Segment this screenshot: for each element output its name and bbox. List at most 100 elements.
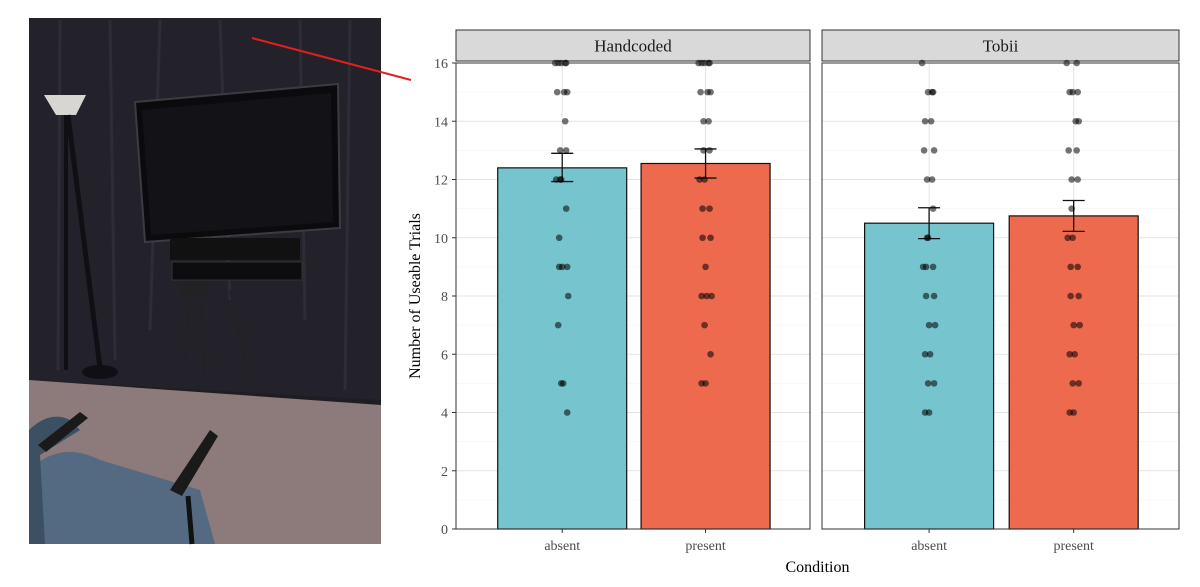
data-point [557,380,565,387]
data-point [561,117,569,125]
data-point [1071,350,1078,358]
data-point [1068,176,1075,183]
facet-label: Handcoded [594,37,672,56]
data-point [924,88,932,96]
x-tick-label: present [685,539,726,554]
data-point [924,380,932,387]
data-point [707,350,714,358]
data-point [706,147,713,154]
x-tick-label: present [1053,539,1094,554]
data-point [556,147,564,154]
data-point [697,88,704,96]
data-point [1074,88,1081,96]
data-point [920,147,928,154]
data-point [1075,117,1082,125]
data-point [1074,176,1081,183]
bar-chart: Handcoded absent present Tobii absent present… [407,29,1180,576]
data-point [705,117,712,125]
data-point [1067,263,1074,271]
data-point [699,205,706,212]
data-point [930,380,938,387]
facet-strip [455,29,811,62]
data-point [564,292,572,300]
y-tick-label: 12 [434,174,448,189]
data-point [563,88,571,96]
data-point [1069,380,1076,387]
data-point [702,380,709,387]
data-point [696,176,703,183]
y-tick-label: 2 [441,465,448,480]
data-point [706,205,713,212]
data-point [925,409,933,416]
data-point [1073,147,1080,154]
data-point [1066,350,1073,358]
data-point [553,88,561,96]
data-point [927,117,935,125]
data-point [924,234,932,242]
facet-strip [821,29,1180,62]
data-point [925,321,933,329]
data-point [708,292,715,300]
x-tick-label: absent [544,539,580,554]
y-tick-label: 4 [441,407,448,422]
bar-present [640,162,771,530]
data-point [700,147,707,154]
y-tick-label: 8 [441,290,448,305]
data-point [931,321,939,329]
data-point [563,263,571,271]
data-point [930,292,938,300]
data-point [698,292,705,300]
data-point [707,234,714,242]
tv-monitor [133,82,342,386]
y-tick-label: 6 [441,348,448,363]
chair [29,412,218,545]
facet-label: Tobii [983,37,1019,56]
y-tick-label: 16 [434,57,448,72]
data-point [1068,205,1075,212]
y-axis-title: Number of Useable Trials [407,213,424,379]
data-point [1075,292,1082,300]
data-point [701,176,708,183]
data-point [562,147,570,154]
bar-present [1008,215,1139,530]
data-point [921,350,929,358]
data-point [929,263,937,271]
data-point [1066,88,1073,96]
data-point [926,350,934,358]
bar-absent [863,222,995,530]
data-point [555,234,563,242]
data-point [1075,380,1082,387]
data-point [929,88,937,96]
x-tick-label: absent [911,539,947,554]
data-point [699,234,706,242]
panel-border [821,62,1180,530]
data-point [707,88,714,96]
data-point [562,205,570,212]
data-point [1074,263,1081,271]
connector-line [251,37,412,81]
data-point [930,147,938,154]
data-point [563,409,571,416]
data-point [554,321,562,329]
data-point [922,292,930,300]
data-point [703,292,710,300]
y-tick-label: 10 [434,232,448,247]
bar-absent [497,167,628,530]
floor-lamp [44,95,118,379]
data-point [1064,234,1071,242]
data-point [702,263,709,271]
data-point [1070,321,1077,329]
data-point [923,176,931,183]
data-point [1069,234,1076,242]
testing-room-photo [29,18,381,545]
data-point [928,176,936,183]
y-tick-label: 14 [434,115,448,130]
data-point [700,117,707,125]
data-point [557,176,565,183]
data-point [701,321,708,329]
data-point [921,117,929,125]
data-point [929,205,937,212]
data-point [1070,409,1077,416]
